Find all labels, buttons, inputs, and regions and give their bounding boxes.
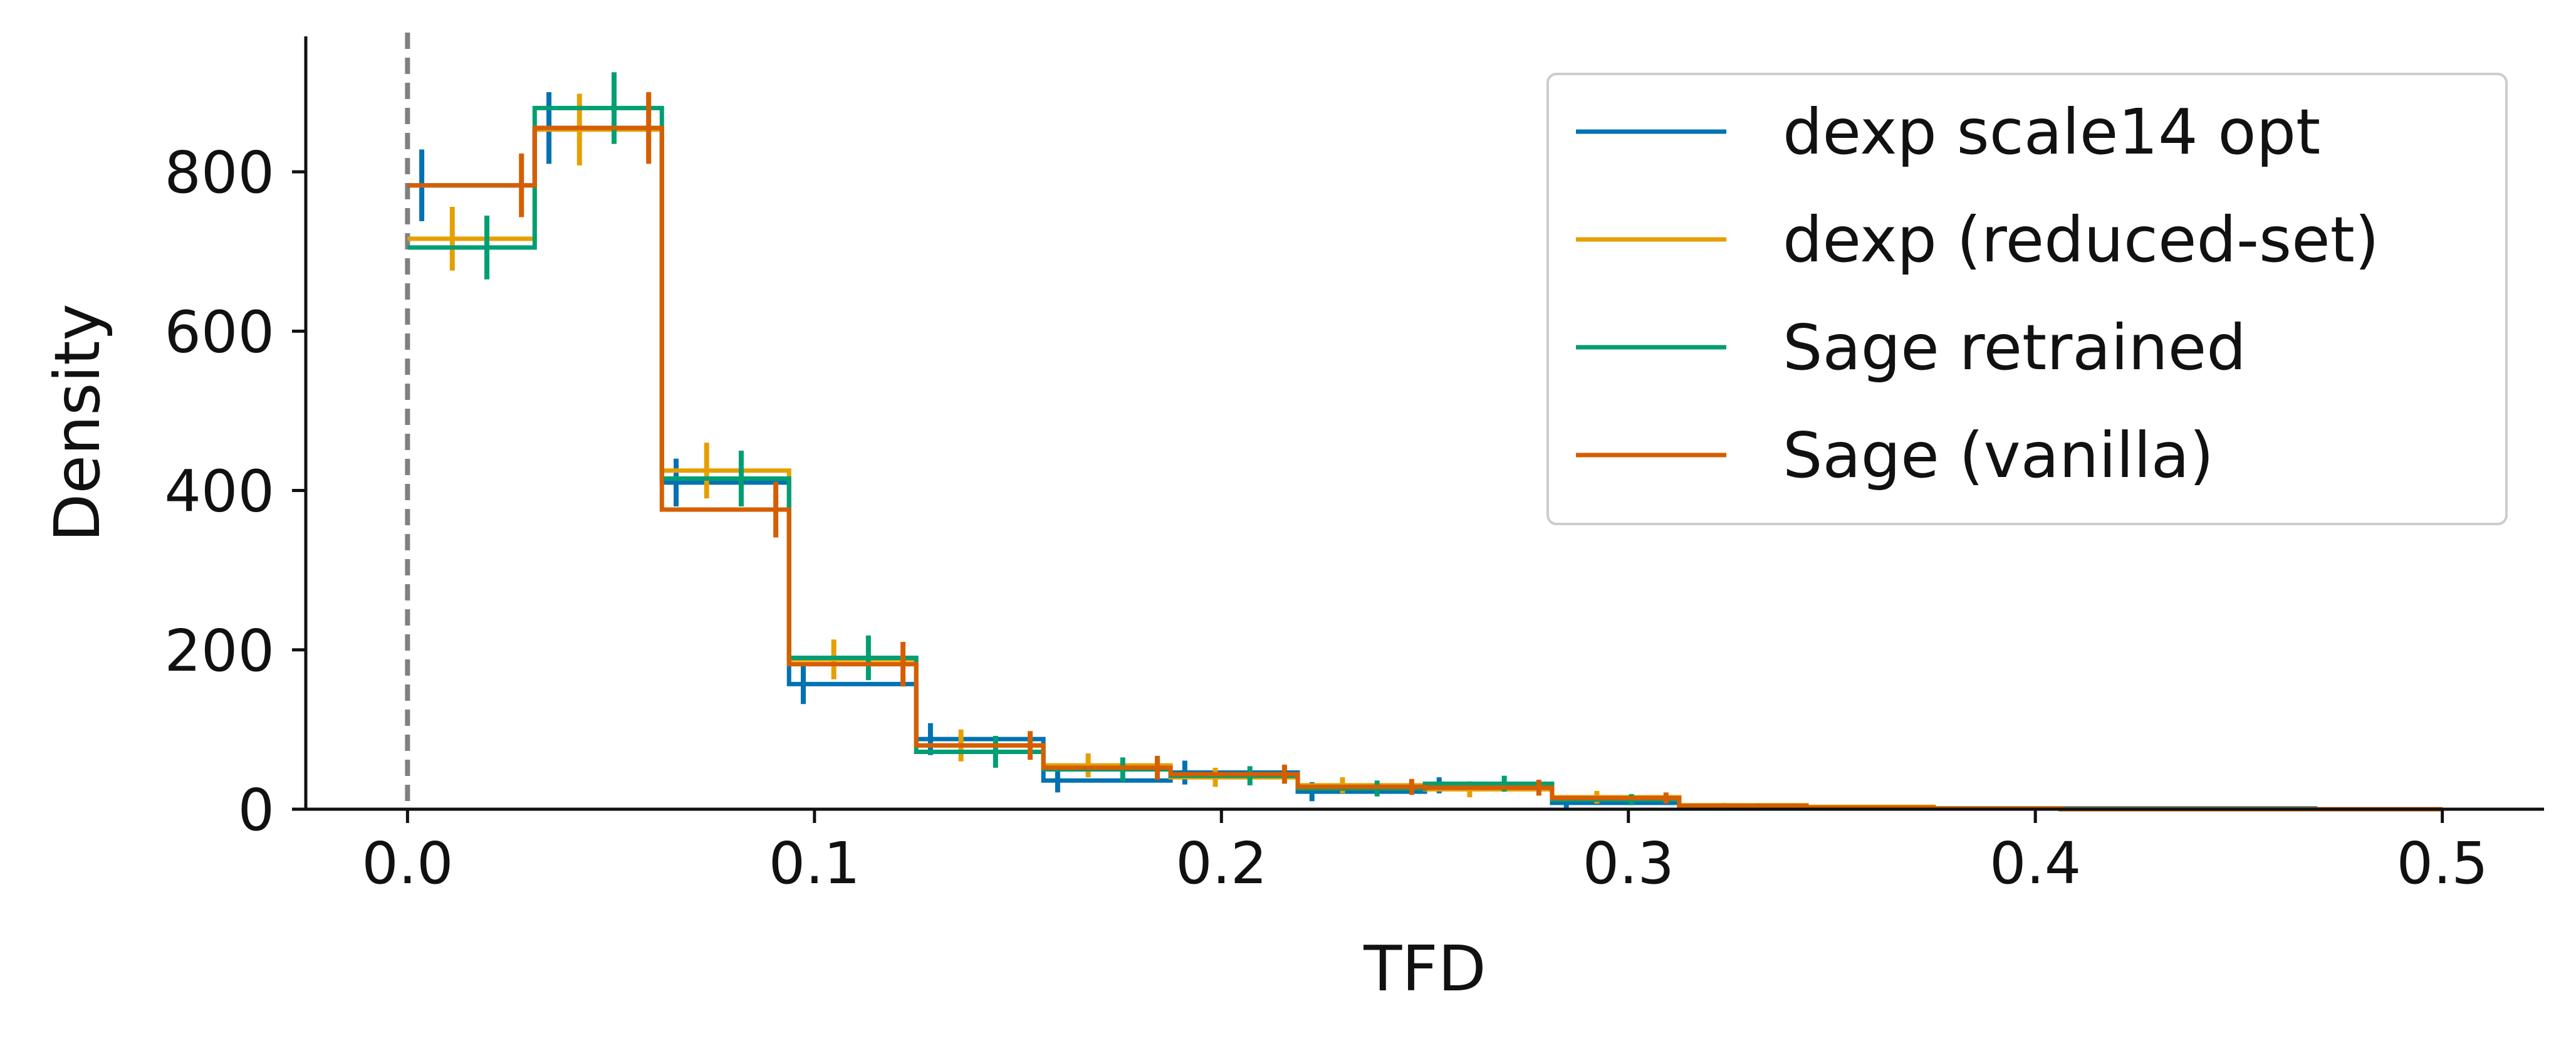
x-axis-label: TFD (1363, 932, 1486, 1005)
legend-label-1: dexp (reduced-set) (1783, 203, 2379, 276)
legend-label-0: dexp scale14 opt (1783, 95, 2320, 169)
x-tick-label: 0.4 (1989, 830, 2081, 897)
y-axis-ticks: 0 200 400 600 800 (164, 139, 306, 844)
legend-box (1546, 73, 2508, 525)
x-tick-label: 0.1 (769, 830, 860, 897)
y-tick-label: 0 (237, 777, 274, 844)
y-tick-label: 400 (164, 458, 274, 525)
y-axis-label: Density (41, 303, 114, 542)
x-tick-label: 0.5 (2396, 830, 2488, 897)
x-tick-label: 0.3 (1583, 830, 1674, 897)
legend-label-2: Sage retrained (1783, 311, 2246, 384)
x-tick-label: 0.2 (1176, 830, 1267, 897)
y-tick-label: 600 (164, 298, 274, 365)
y-tick-label: 200 (164, 617, 274, 684)
x-tick-label: 0.0 (362, 830, 453, 897)
legend-label-3: Sage (vanilla) (1783, 419, 2214, 492)
x-axis-ticks: 0.0 0.1 0.2 0.3 0.4 0.5 (362, 809, 2488, 897)
y-tick-label: 800 (164, 139, 274, 206)
legend-items: dexp scale14 opt dexp (reduced-set) Sage r… (1576, 95, 2379, 492)
legend: dexp scale14 opt dexp (reduced-set) Sage r… (1546, 73, 2508, 525)
